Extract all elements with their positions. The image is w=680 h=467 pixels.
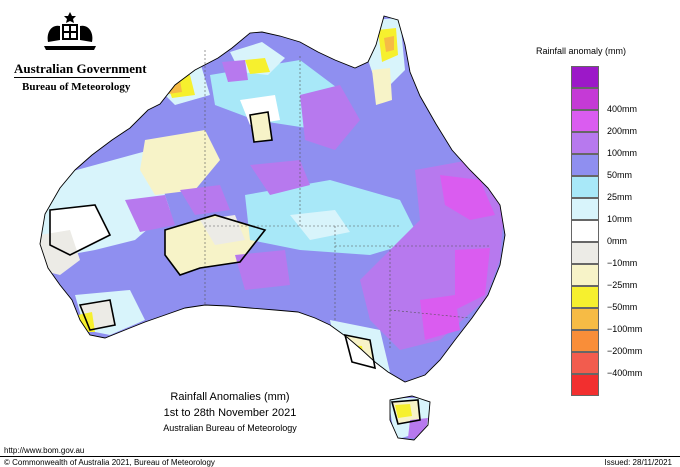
legend-swatch	[571, 330, 599, 352]
legend-swatch	[571, 176, 599, 198]
legend-label: 100mm	[607, 148, 638, 158]
legend-swatch	[571, 286, 599, 308]
map-title: Rainfall Anomalies (mm)	[170, 391, 290, 403]
legend-label: −10mm	[607, 258, 638, 268]
website-link[interactable]: http://www.bom.gov.au	[4, 446, 85, 455]
copyright-text: © Commonwealth of Australia 2021, Bureau…	[4, 458, 215, 467]
legend-label: 25mm	[607, 192, 633, 202]
legend-swatch	[571, 154, 599, 176]
legend-label: 0mm	[607, 236, 627, 246]
bureau-title: Bureau of Meteorology	[22, 81, 131, 93]
legend-swatch	[571, 66, 599, 88]
legend-label: −100mm	[607, 324, 643, 334]
header-divider	[14, 77, 130, 78]
legend-swatch	[571, 308, 599, 330]
legend-label: −200mm	[607, 346, 643, 356]
legend-swatch	[571, 242, 599, 264]
legend-swatch	[571, 264, 599, 286]
government-title: Australian Government	[14, 61, 147, 76]
legend-label: 200mm	[607, 126, 638, 136]
legend-label: −25mm	[607, 280, 638, 290]
legend-label: 10mm	[607, 214, 633, 224]
legend-swatch	[571, 220, 599, 242]
legend-label: −400mm	[607, 368, 643, 378]
issued-date: Issued: 28/11/2021	[604, 458, 672, 467]
map-period: 1st to 28th November 2021	[163, 407, 297, 419]
footer-divider	[0, 456, 680, 457]
legend-swatch	[571, 110, 599, 132]
legend-swatch	[571, 88, 599, 110]
legend-swatch	[571, 198, 599, 220]
legend-label: −50mm	[607, 302, 638, 312]
legend-swatch	[571, 132, 599, 154]
legend-label: 50mm	[607, 170, 633, 180]
legend-swatch	[571, 374, 599, 396]
legend-label: 400mm	[607, 104, 638, 114]
map-source: Australian Bureau of Meteorology	[163, 423, 297, 433]
coat-of-arms-emblem	[44, 12, 96, 50]
legend-title: Rainfall anomaly (mm)	[536, 46, 627, 56]
legend-swatch	[571, 352, 599, 374]
